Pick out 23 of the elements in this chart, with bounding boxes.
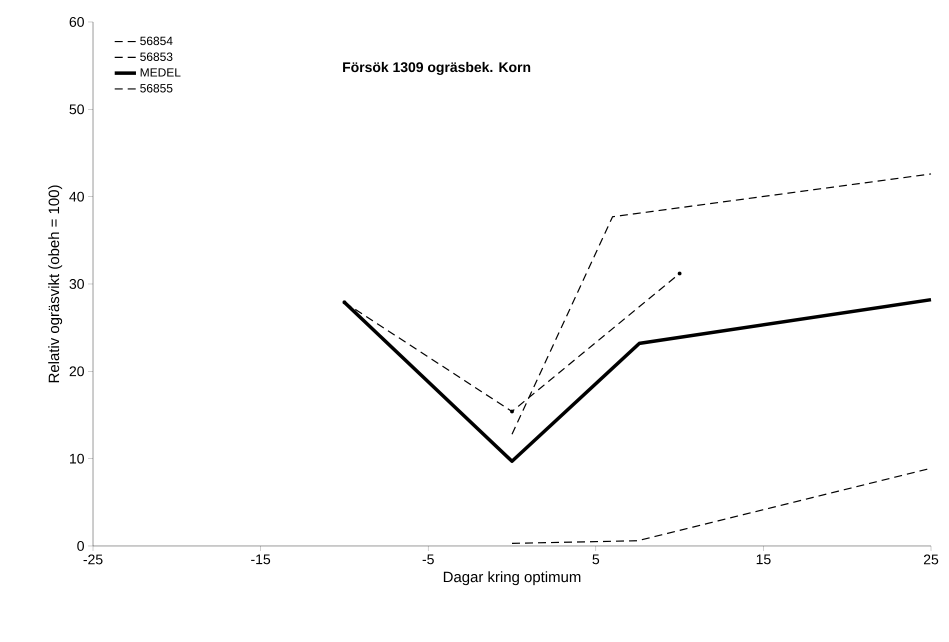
y-tick-label: 40 [69, 192, 84, 202]
legend-label: 56853 [140, 52, 172, 61]
y-tick-label: 20 [70, 366, 84, 376]
y-tick-label: 60 [70, 17, 84, 27]
legend-label: 56854 [140, 36, 173, 46]
y-tick-label: 10 [70, 454, 84, 464]
x-tick-label: -25 [84, 554, 102, 564]
x-tick-label: 15 [756, 554, 771, 564]
point [342, 300, 346, 304]
legend-label: MEDEL [140, 68, 180, 77]
y-axis-title: Relativ ogräsvikt (obeh = 100) [48, 185, 62, 382]
y-tick-label: 30 [70, 279, 84, 289]
x-tick-label: 25 [924, 554, 938, 564]
x-axis-title: Dagar kring optimum [444, 571, 580, 586]
y-tick-label: 0 [77, 541, 84, 551]
text: Försök 1309 ogräsbek. Korn [343, 62, 530, 75]
y-tick-label: 50 [70, 104, 84, 114]
x-tick-label: -15 [251, 554, 270, 564]
x-tick-label: -5 [422, 554, 434, 564]
point [510, 410, 514, 414]
x-tick-label: 5 [592, 554, 600, 564]
legend-label: 56855 [140, 84, 172, 92]
point [678, 272, 682, 276]
